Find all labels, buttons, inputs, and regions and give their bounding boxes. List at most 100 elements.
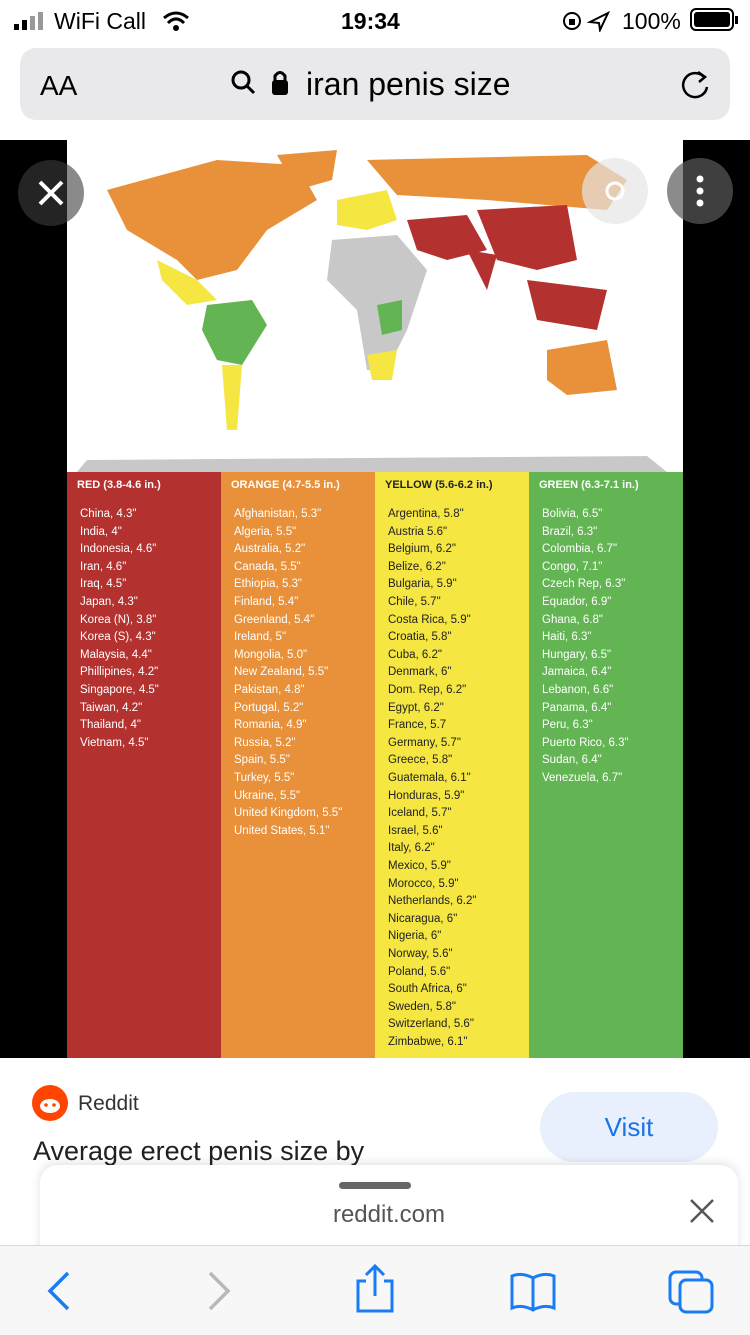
country-entry: Colombia, 6.7" [542, 543, 618, 556]
world-map [67, 140, 683, 472]
country-entry: Nigeria, 6" [388, 930, 442, 943]
country-entry: Belize, 6.2" [388, 560, 446, 573]
tabs-button[interactable] [668, 1270, 714, 1314]
search-query[interactable]: iran penis size [306, 66, 511, 102]
country-entry: Switzerland, 5.6" [388, 1018, 474, 1031]
country-entry: Singapore, 4.5" [80, 684, 159, 696]
signal-icon [14, 12, 43, 30]
country-entry: Sudan, 6.4" [542, 754, 602, 767]
country-entry: Vietnam, 4.5" [80, 736, 149, 749]
size-column: YELLOW (5.6-6.2 in.) Argentina, 5.8" Austr… [375, 472, 529, 1058]
country-entry: Ireland, 5" [234, 631, 287, 644]
country-entry: Guatemala, 6.1" [388, 772, 471, 784]
country-entry: Romania, 4.9" [234, 719, 307, 732]
country-entry: Honduras, 5.9" [388, 789, 465, 802]
lens-button[interactable] [582, 158, 648, 224]
country-entry: Bolivia, 6.5" [542, 508, 603, 520]
text-size-button[interactable]: AA [40, 70, 78, 101]
battery-icon [690, 8, 738, 31]
country-entry: Thailand, 4" [80, 719, 141, 732]
country-entry: Dom. Rep, 6.2" [388, 684, 467, 696]
country-entry: Iraq, 4.5" [80, 578, 127, 591]
country-entry: Mexico, 5.9" [388, 860, 451, 872]
result-title[interactable]: Average erect penis size by [33, 1136, 365, 1166]
country-entry: Brazil, 6.3" [542, 525, 598, 538]
country-entry: Italy, 6.2" [388, 842, 435, 855]
country-entry: Jamaica, 6.4" [542, 666, 612, 679]
country-entry: New Zealand, 5.5" [234, 666, 329, 679]
column-header: RED (3.8-4.6 in.) [77, 479, 161, 491]
reddit-icon [32, 1085, 68, 1121]
toolbar [0, 1245, 750, 1335]
country-entry: Ethiopia, 5.3" [234, 578, 303, 591]
country-entry: Cuba, 6.2" [388, 648, 442, 661]
country-entry: India, 4" [80, 525, 122, 538]
status-bar: WiFi Call 19:34 100% [0, 0, 750, 42]
status-icons [563, 10, 611, 32]
bottom-sheet: reddit.com [40, 1165, 738, 1255]
country-entry: Czech Rep, 6.3" [542, 578, 626, 591]
country-entry: Nicaragua, 6" [388, 912, 458, 925]
country-entry: Egypt, 6.2" [388, 701, 444, 714]
country-entry: Congo, 7.1" [542, 560, 603, 573]
back-button[interactable] [47, 1271, 70, 1311]
reload-button[interactable] [678, 68, 712, 102]
country-entry: Phillipines, 4.2" [80, 666, 159, 679]
size-column: GREEN (6.3-7.1 in.) Bolivia, 6.5" Brazil, … [529, 472, 683, 1058]
battery-percent: 100% [622, 8, 681, 34]
country-entry: Germany, 5.7" [388, 736, 461, 749]
country-entry: Hungary, 6.5" [542, 648, 612, 661]
country-entry: Morocco, 5.9" [388, 877, 459, 890]
close-button[interactable] [18, 160, 84, 226]
country-entry: Poland, 5.6" [388, 965, 451, 978]
column-header: YELLOW (5.6-6.2 in.) [385, 479, 493, 491]
carrier: WiFi Call [54, 8, 146, 34]
share-button[interactable] [356, 1263, 394, 1313]
country-entry: Lebanon, 6.6" [542, 684, 614, 696]
domain: reddit.com [332, 1201, 446, 1228]
country-entry: United Kingdom, 5.5" [234, 807, 343, 820]
wifi-icon [163, 11, 189, 31]
country-entry: Belgium, 6.2" [388, 543, 457, 556]
country-entry: Norway, 5.6" [388, 948, 453, 960]
column-header: GREEN (6.3-7.1 in.) [539, 479, 639, 491]
time: 19:34 [341, 8, 400, 34]
search-lock-icon [231, 70, 288, 95]
country-entry: Canada, 5.5" [234, 560, 301, 573]
country-entry: Russia, 5.2" [234, 736, 296, 749]
more-button[interactable] [666, 158, 750, 224]
country-entry: France, 5.7 [388, 719, 447, 732]
country-entry: China, 4.3" [80, 508, 137, 520]
country-entry: Venezuela, 6.7" [542, 772, 623, 784]
country-entry: Finland, 5.4" [234, 596, 299, 608]
country-entry: Peru, 6.3" [542, 719, 593, 732]
visit-button[interactable]: Visit [540, 1092, 718, 1162]
sheet-handle[interactable] [339, 1182, 411, 1189]
country-entry: Sweden, 5.8" [388, 1000, 457, 1013]
forward-button[interactable] [208, 1271, 231, 1311]
country-entry: Korea (N), 3.8" [80, 613, 157, 626]
source-name: Reddit [78, 1092, 139, 1115]
country-entry: Afghanistan, 5.3" [234, 508, 322, 520]
result-card[interactable]: Reddit Average erect penis size by Visit [0, 1058, 750, 1178]
sheet-close[interactable] [688, 1197, 716, 1225]
bookmarks-button[interactable] [510, 1272, 556, 1312]
country-entry: Croatia, 5.8" [388, 631, 452, 644]
country-entry: Korea (S), 4.3" [80, 631, 156, 644]
column-header: ORANGE (4.7-5.5 in.) [231, 479, 340, 491]
country-entry: Algeria, 5.5" [234, 525, 297, 538]
country-entry: Zimbabwe, 6.1" [388, 1036, 468, 1048]
country-entry: Israel, 5.6" [388, 824, 443, 837]
country-entry: Taiwan, 4.2" [80, 701, 143, 714]
country-entry: Haiti, 6.3" [542, 631, 592, 644]
country-entry: Austria 5.6" [388, 525, 448, 538]
address-bar[interactable]: AA iran penis size [20, 48, 730, 120]
country-entry: Malaysia, 4.4" [80, 648, 152, 661]
image-viewer: RED (3.8-4.6 in.) China, 4.3" India, 4" Ind… [0, 140, 750, 1058]
country-entry: Greece, 5.8" [388, 754, 453, 767]
country-entry: Japan, 4.3" [80, 596, 138, 608]
country-entry: Bulgaria, 5.9" [388, 578, 457, 591]
country-entry: United States, 5.1" [234, 824, 330, 837]
country-entry: Netherlands, 6.2" [388, 895, 477, 908]
